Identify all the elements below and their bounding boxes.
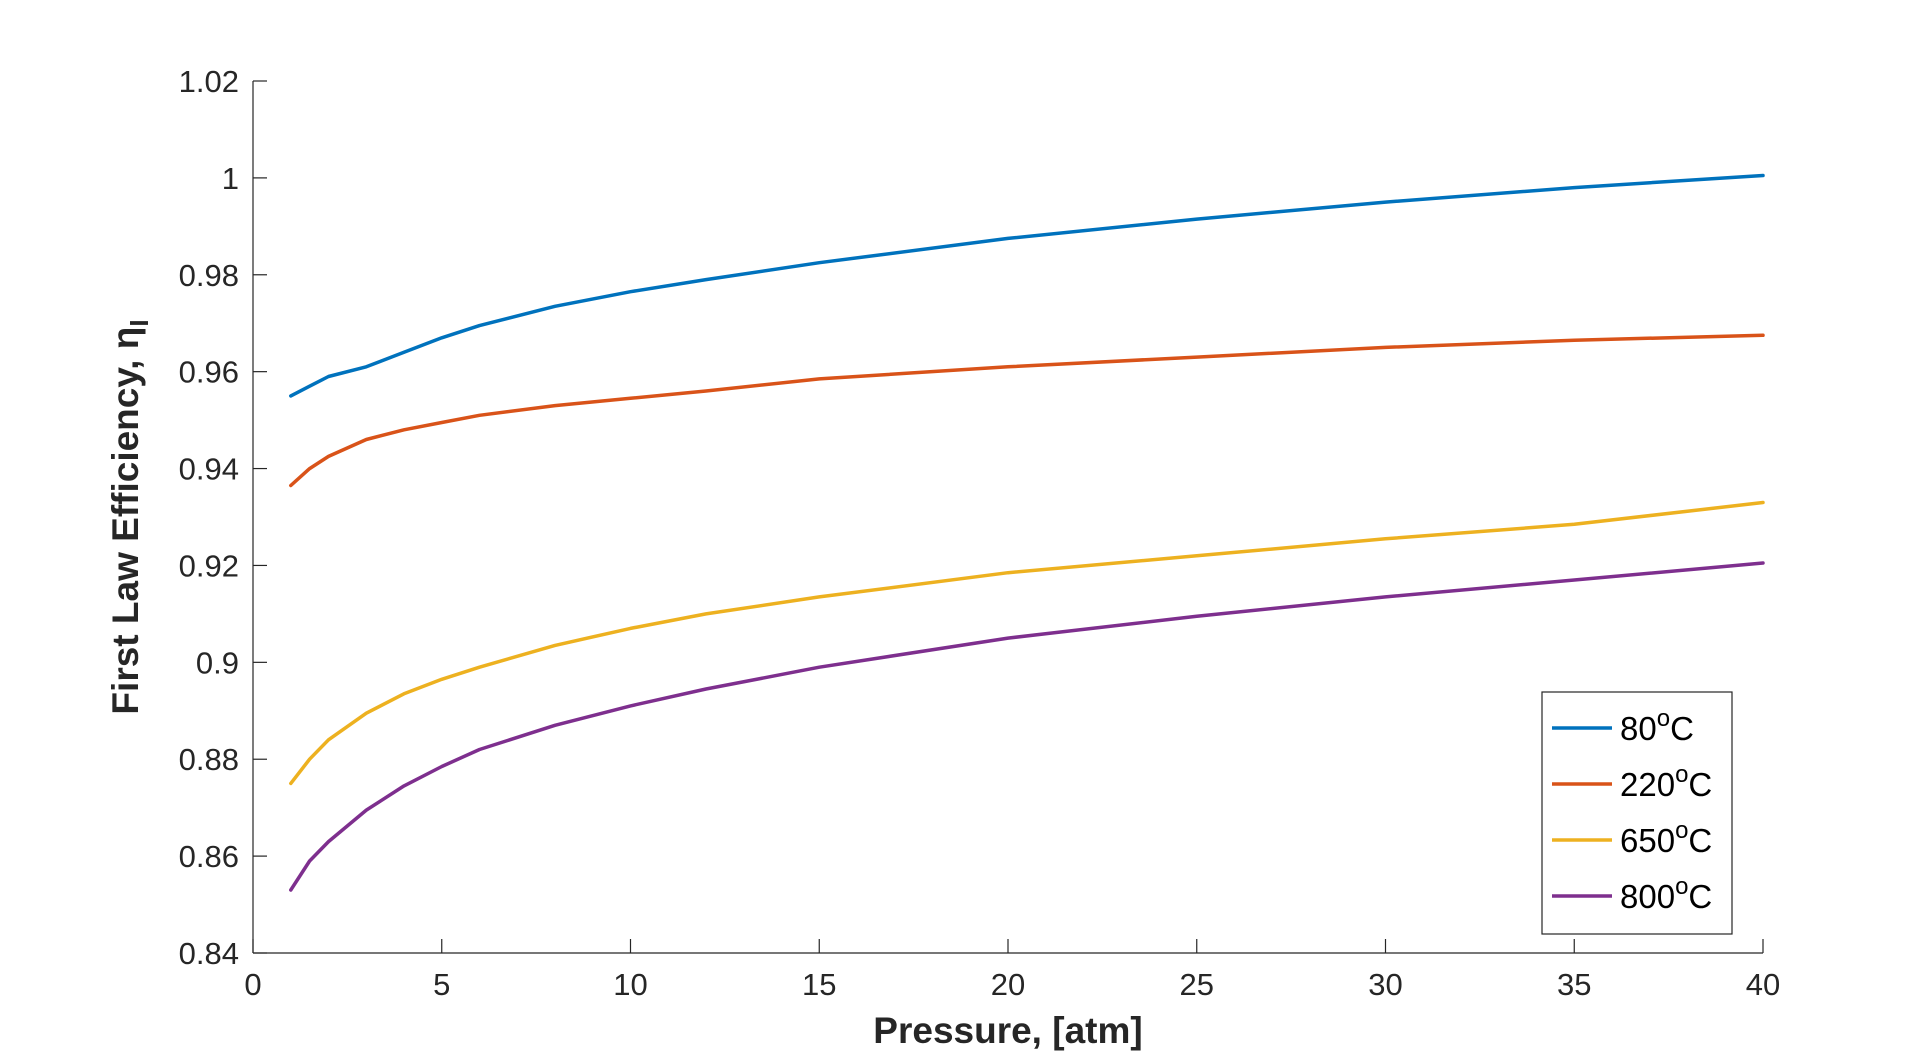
x-tick-label: 35	[1557, 967, 1591, 1002]
legend-entry: 220oC	[1620, 761, 1712, 803]
y-tick-label: 0.86	[179, 839, 239, 874]
y-axis-title: First Law Efficiency, ηI	[105, 319, 154, 714]
legend-entry: 650oC	[1620, 817, 1712, 859]
y-tick-label: 0.94	[179, 452, 239, 487]
y-axis-title-main: First Law Efficiency, η	[105, 327, 146, 715]
x-axis-title: Pressure, [atm]	[873, 1010, 1142, 1051]
y-tick-label: 1.02	[179, 64, 239, 99]
x-tick-label: 25	[1180, 967, 1214, 1002]
y-axis-title-subscript: I	[124, 319, 154, 326]
axes: 0 5 10 15 20 25 30 35 40 0.84 0.86 0.88 0.9 0.92 0.94 0…	[179, 64, 1781, 1002]
series-line-80	[289, 173, 1765, 398]
x-tick-label: 0	[244, 967, 261, 1002]
series-line-220	[289, 333, 1765, 488]
x-tick-label: 10	[613, 967, 647, 1002]
y-tick-label: 0.92	[179, 548, 239, 583]
series-line-650	[289, 500, 1765, 786]
y-tick-label: 0.9	[196, 645, 239, 680]
series-layer	[289, 173, 1765, 892]
y-tick-label: 1	[222, 161, 239, 196]
y-tick-label: 0.98	[179, 258, 239, 293]
series-line-800	[289, 561, 1765, 892]
legend-entry: 800oC	[1620, 873, 1712, 915]
y-tick-label: 0.84	[179, 936, 239, 971]
legend-box	[1541, 691, 1733, 935]
x-tick-label: 5	[433, 967, 450, 1002]
x-tick-label: 20	[991, 967, 1025, 1002]
y-tick-label: 0.96	[179, 355, 239, 390]
x-tick-label: 40	[1746, 967, 1780, 1002]
x-tick-label: 30	[1368, 967, 1402, 1002]
legend: 80oC 220oC 650oC 800oC	[1541, 691, 1733, 935]
y-tick-label: 0.88	[179, 742, 239, 777]
legend-entry: 80oC	[1620, 705, 1694, 747]
x-tick-label: 15	[802, 967, 836, 1002]
